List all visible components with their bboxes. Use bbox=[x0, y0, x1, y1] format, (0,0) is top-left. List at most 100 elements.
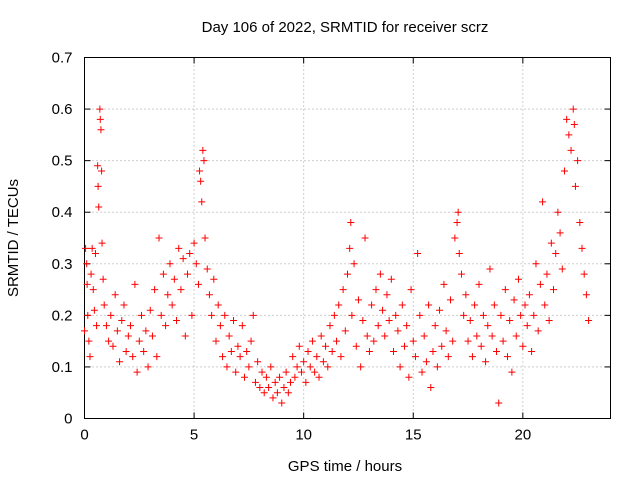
data-point bbox=[304, 347, 312, 355]
data-point bbox=[552, 249, 560, 257]
data-point bbox=[137, 311, 145, 319]
data-point bbox=[403, 322, 411, 330]
data-point bbox=[580, 270, 588, 278]
data-point bbox=[273, 389, 281, 397]
data-point bbox=[567, 146, 575, 154]
data-point bbox=[534, 327, 542, 335]
data-point bbox=[282, 368, 290, 376]
data-point bbox=[479, 311, 487, 319]
data-point bbox=[214, 301, 222, 309]
data-point bbox=[486, 265, 494, 273]
data-points bbox=[81, 105, 593, 407]
data-point bbox=[98, 167, 106, 175]
data-point bbox=[127, 322, 135, 330]
grid-lines bbox=[84, 57, 611, 419]
data-point bbox=[148, 332, 156, 340]
data-point bbox=[392, 311, 400, 319]
y-tick-label: 0.5 bbox=[52, 153, 73, 170]
data-point bbox=[170, 275, 178, 283]
data-point bbox=[157, 311, 165, 319]
x-tick-label: 0 bbox=[80, 427, 88, 444]
x-tick-label: 20 bbox=[514, 427, 531, 444]
data-point bbox=[199, 146, 207, 154]
data-point bbox=[208, 311, 216, 319]
y-axis-label: SRMTID / TECUs bbox=[5, 179, 22, 297]
data-point bbox=[198, 198, 206, 206]
data-point bbox=[493, 347, 501, 355]
data-point bbox=[436, 306, 444, 314]
data-point bbox=[497, 311, 505, 319]
data-point bbox=[269, 394, 277, 402]
data-point bbox=[383, 291, 391, 299]
data-point bbox=[407, 286, 415, 294]
data-point bbox=[335, 301, 343, 309]
data-point bbox=[344, 270, 351, 278]
data-point bbox=[190, 239, 198, 247]
data-point bbox=[539, 198, 547, 206]
data-point bbox=[238, 322, 246, 330]
data-point bbox=[578, 244, 586, 252]
data-point bbox=[302, 378, 310, 386]
data-point bbox=[232, 368, 240, 376]
data-point bbox=[372, 286, 380, 294]
data-point bbox=[385, 317, 393, 325]
x-tick-label: 10 bbox=[295, 427, 312, 444]
data-point bbox=[420, 332, 428, 340]
data-point bbox=[210, 275, 218, 283]
data-point bbox=[196, 167, 204, 175]
data-point bbox=[159, 270, 167, 278]
data-point bbox=[308, 337, 316, 345]
data-point bbox=[350, 260, 358, 268]
data-point bbox=[519, 342, 527, 350]
data-point bbox=[155, 234, 163, 242]
data-point bbox=[306, 363, 314, 371]
data-point bbox=[102, 322, 110, 330]
data-point bbox=[83, 280, 91, 288]
data-point bbox=[293, 363, 301, 371]
y-tick-label: 0 bbox=[64, 411, 72, 428]
data-point bbox=[234, 342, 242, 350]
data-point bbox=[151, 286, 159, 294]
data-point bbox=[87, 270, 95, 278]
data-point bbox=[124, 332, 132, 340]
data-point bbox=[550, 286, 558, 294]
data-point bbox=[265, 384, 273, 392]
data-point bbox=[543, 270, 551, 278]
data-point bbox=[455, 249, 463, 257]
data-point bbox=[225, 332, 233, 340]
data-point bbox=[409, 337, 417, 345]
data-point bbox=[532, 260, 540, 268]
data-point bbox=[240, 373, 248, 381]
data-point bbox=[93, 322, 101, 330]
data-point bbox=[267, 363, 275, 371]
data-point bbox=[83, 260, 91, 268]
data-point bbox=[517, 311, 525, 319]
data-point bbox=[192, 260, 200, 268]
data-point bbox=[135, 337, 143, 345]
data-point bbox=[324, 363, 332, 371]
data-point bbox=[91, 249, 99, 257]
x-tick-label: 5 bbox=[190, 427, 198, 444]
data-point bbox=[122, 347, 130, 355]
y-tick-label: 0.2 bbox=[52, 307, 73, 324]
x-axis-label: GPS time / hours bbox=[288, 458, 402, 475]
data-point bbox=[460, 311, 468, 319]
data-point bbox=[168, 301, 176, 309]
data-point bbox=[90, 306, 98, 314]
data-point bbox=[317, 332, 325, 340]
data-point bbox=[536, 280, 544, 288]
data-point bbox=[200, 157, 208, 165]
data-point bbox=[394, 327, 402, 335]
data-point bbox=[227, 347, 235, 355]
data-point bbox=[120, 301, 128, 309]
y-tick-label: 0.3 bbox=[52, 256, 73, 273]
y-tick-label: 0.7 bbox=[52, 50, 73, 67]
data-point bbox=[528, 347, 536, 355]
data-point bbox=[245, 363, 253, 371]
data-point bbox=[370, 337, 378, 345]
data-point bbox=[280, 384, 288, 392]
plot-frame bbox=[84, 57, 611, 419]
data-point bbox=[501, 286, 509, 294]
data-point bbox=[326, 322, 334, 330]
data-point bbox=[166, 260, 174, 268]
